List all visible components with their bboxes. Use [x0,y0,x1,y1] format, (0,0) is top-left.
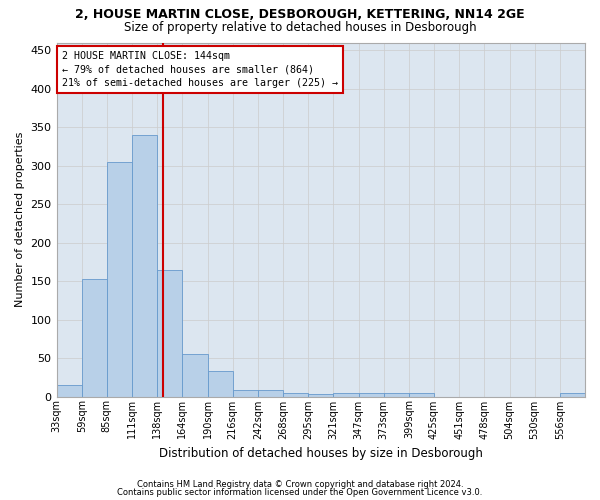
Bar [82,279,107,396]
Bar [208,371,233,396]
Bar [56,385,82,396]
Y-axis label: Number of detached properties: Number of detached properties [15,132,25,307]
Bar [308,394,334,396]
Bar [132,135,157,396]
Text: 2, HOUSE MARTIN CLOSE, DESBOROUGH, KETTERING, NN14 2GE: 2, HOUSE MARTIN CLOSE, DESBOROUGH, KETTE… [75,8,525,20]
Bar [233,390,258,396]
Bar [334,392,359,396]
Bar [157,270,182,396]
Bar [409,392,434,396]
Bar [383,392,409,396]
Text: Contains public sector information licensed under the Open Government Licence v3: Contains public sector information licen… [118,488,482,497]
X-axis label: Distribution of detached houses by size in Desborough: Distribution of detached houses by size … [159,447,483,460]
Bar [182,354,208,397]
Bar [107,162,132,396]
Bar [258,390,283,396]
Bar [283,392,308,396]
Text: Size of property relative to detached houses in Desborough: Size of property relative to detached ho… [124,21,476,34]
Text: Contains HM Land Registry data © Crown copyright and database right 2024.: Contains HM Land Registry data © Crown c… [137,480,463,489]
Bar [359,392,383,396]
Bar [560,394,585,396]
Text: 2 HOUSE MARTIN CLOSE: 144sqm
← 79% of detached houses are smaller (864)
21% of s: 2 HOUSE MARTIN CLOSE: 144sqm ← 79% of de… [62,52,338,88]
